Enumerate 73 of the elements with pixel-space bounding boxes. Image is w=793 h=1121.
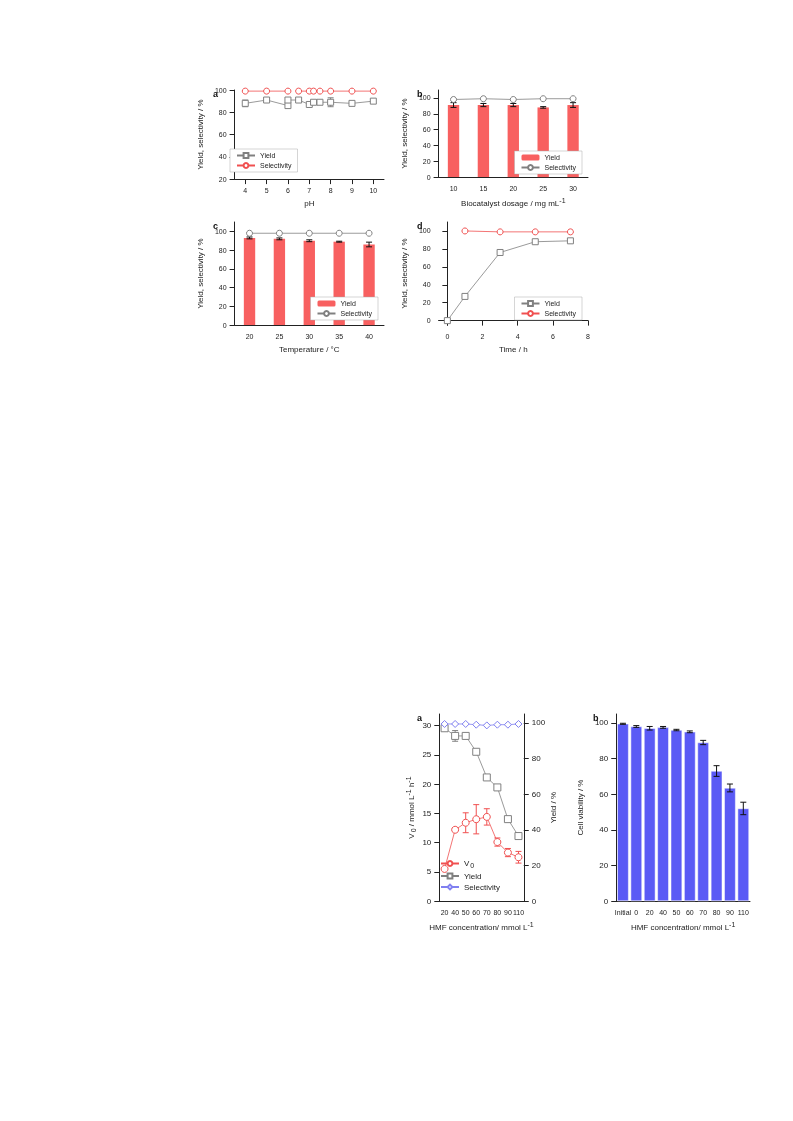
point	[461, 731, 470, 740]
point	[514, 719, 523, 728]
point	[316, 98, 324, 106]
point	[369, 97, 377, 105]
point	[531, 228, 539, 236]
point	[503, 720, 512, 729]
point	[263, 96, 271, 104]
point	[482, 721, 491, 730]
point	[472, 720, 481, 729]
point	[443, 317, 451, 325]
point	[503, 815, 512, 824]
point	[531, 238, 539, 246]
point	[461, 818, 470, 827]
y-tick-label: 0	[426, 896, 432, 906]
point	[493, 783, 502, 792]
x-axis-title: Time / h	[498, 344, 528, 354]
point	[241, 87, 249, 95]
point	[566, 237, 574, 245]
x-axis-title: pH	[304, 198, 315, 208]
point	[496, 248, 504, 256]
point	[496, 228, 504, 236]
y2-tick-label: 60	[531, 789, 542, 799]
y-axis-title: Yield, selectivity / %	[195, 99, 205, 170]
point	[482, 812, 491, 821]
point	[316, 87, 324, 95]
y-axis-title: Yield, selectivity / %	[195, 238, 205, 309]
point	[514, 832, 523, 841]
point	[461, 719, 470, 728]
y-tick-label: 20	[599, 860, 609, 870]
point	[461, 292, 469, 300]
y2-tick-label: 20	[531, 860, 542, 870]
point	[348, 87, 356, 95]
point	[327, 87, 335, 95]
point	[310, 87, 318, 95]
point	[440, 719, 449, 728]
legend-label: Selectivity	[464, 882, 501, 892]
point	[440, 864, 449, 873]
y-tick-label: 0	[603, 896, 609, 906]
y-tick-label: 15	[422, 808, 432, 818]
point	[451, 719, 460, 728]
y-tick-label: 10	[422, 838, 432, 848]
y-axis-title: Yield, selectivity / %	[399, 238, 409, 309]
point	[493, 720, 502, 729]
y-tick-label: 20	[422, 779, 432, 789]
y2-axis-title: Yield / %	[548, 791, 558, 824]
point	[348, 99, 356, 107]
y2-tick-label: 100	[531, 718, 546, 728]
point	[514, 853, 523, 862]
point	[284, 96, 292, 104]
point	[566, 228, 574, 236]
y-tick-label: 25	[422, 750, 432, 760]
y-axis-title: Yield, selectivity / %	[399, 98, 409, 169]
point	[482, 773, 491, 782]
y-tick-label: 40	[599, 825, 609, 835]
point	[472, 815, 481, 824]
point	[369, 87, 377, 95]
y-tick-label: 60	[599, 789, 609, 799]
point	[263, 87, 271, 95]
y-axis-title: Cell viability / %	[575, 779, 585, 836]
y-tick-label: 5	[426, 867, 432, 877]
point	[295, 87, 303, 95]
y-tick-label: 30	[422, 721, 432, 731]
point	[295, 96, 303, 104]
y2-tick-label: 80	[531, 754, 542, 764]
y2-tick-label: 0	[531, 896, 537, 906]
x-axis-title: Temperature / °C	[279, 344, 340, 354]
point	[461, 227, 469, 235]
point	[284, 87, 292, 95]
y2-tick-label: 40	[531, 825, 542, 835]
chart-title: a	[417, 712, 423, 723]
legend-label: Yield	[464, 871, 482, 881]
y-tick-label: 80	[599, 754, 609, 764]
point	[472, 747, 481, 756]
